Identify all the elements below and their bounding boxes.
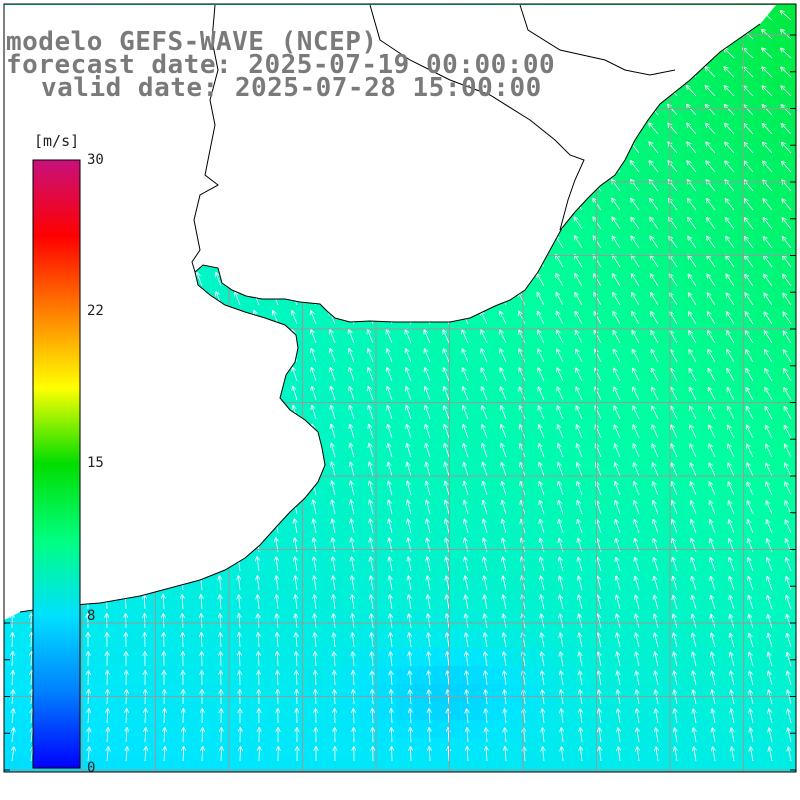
- valid-date: valid date: 2025-07-28 15:00:00: [41, 73, 542, 103]
- coastline: [4, 4, 776, 620]
- color-scale-bar: [32, 159, 81, 769]
- forecast-date: forecast date: 2025-07-19 00:00:00: [6, 50, 556, 80]
- colorbar-unit: [m/s]: [34, 132, 80, 150]
- colorbar-tick-15: 15: [87, 455, 104, 471]
- colorbar-tick-0: 0: [87, 760, 96, 776]
- colorbar-tick-22: 22: [87, 303, 104, 319]
- colorbar-tick-30: 30: [87, 152, 104, 168]
- colorbar-tick-8: 8: [87, 608, 96, 624]
- model-title: modelo GEFS-WAVE (NCEP): [6, 27, 378, 57]
